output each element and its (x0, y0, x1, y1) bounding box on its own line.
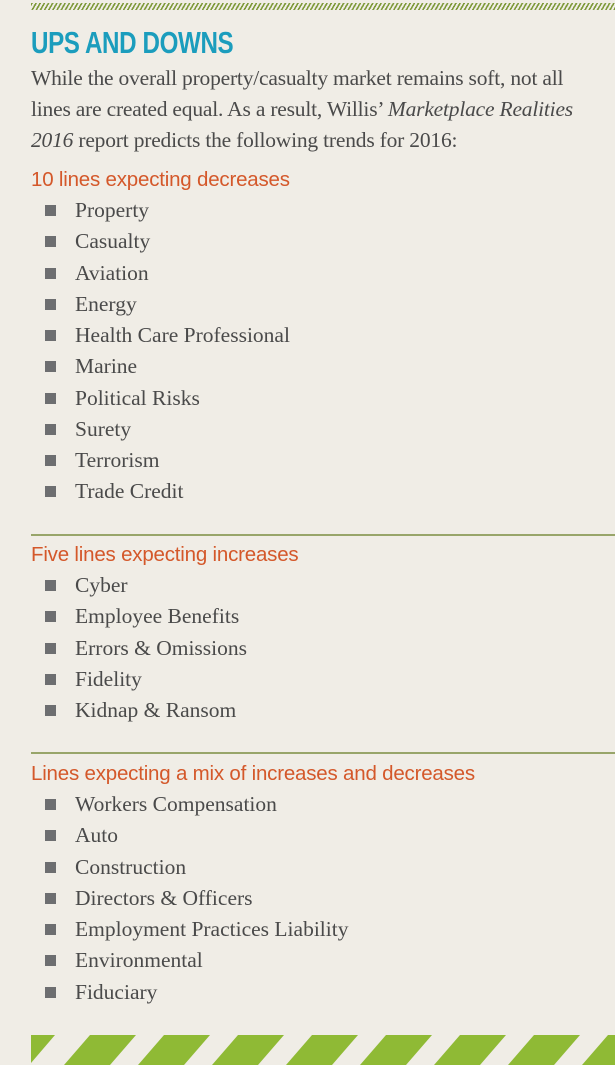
square-bullet-icon (45, 486, 56, 498)
intro-text-after: report predicts the following trends for… (73, 128, 458, 152)
list-item: Employment Practices Liability (31, 914, 615, 945)
item-label: Construction (75, 854, 187, 879)
item-label: Trade Credit (75, 479, 184, 504)
item-label: Directors & Officers (75, 885, 253, 910)
item-label: Fidelity (75, 666, 142, 691)
diagonal-stripes-graphic (31, 1035, 615, 1065)
section-increases: Five lines expecting increases Cyber Emp… (31, 540, 615, 726)
section-heading-increases: Five lines expecting increases (31, 543, 299, 566)
item-label: Aviation (75, 260, 149, 285)
square-bullet-icon (45, 361, 56, 373)
list-item: Health Care Professional (31, 320, 615, 351)
list-item: Auto (31, 820, 615, 851)
square-bullet-icon (45, 330, 56, 341)
square-bullet-icon (45, 892, 56, 904)
square-bullet-icon (45, 298, 56, 310)
list-item: Construction (31, 852, 615, 883)
square-bullet-icon (45, 205, 56, 216)
list-item: Political Risks (31, 383, 615, 414)
item-label: Auto (75, 823, 118, 848)
list-item: Marine (31, 351, 615, 382)
intro-text-before: While the overall property/casualty mark… (31, 66, 564, 121)
list-item: Kidnap & Ransom (31, 695, 615, 726)
item-label: Errors & Omissions (75, 635, 247, 660)
list-item: Trade Credit (31, 476, 615, 507)
square-bullet-icon (45, 423, 56, 435)
item-label: Employee Benefits (75, 604, 240, 629)
decreases-list: Property Casualty Aviation Energy Health… (31, 195, 615, 508)
section-divider (31, 534, 615, 536)
section-mixed: Lines expecting a mix of increases and d… (31, 759, 615, 1008)
page-title: UPS AND DOWNS (31, 25, 234, 60)
list-item: Cyber (31, 570, 615, 601)
list-item: Terrorism (31, 445, 615, 476)
section-decreases: 10 lines expecting decreases Property Ca… (31, 165, 615, 508)
item-label: Fiduciary (75, 979, 158, 1004)
list-item: Fidelity (31, 664, 615, 695)
top-hatched-stripe (31, 3, 615, 10)
item-label: Employment Practices Liability (75, 917, 349, 941)
list-item: Employee Benefits (31, 601, 615, 632)
list-item: Environmental (31, 945, 615, 976)
square-bullet-icon (45, 955, 56, 967)
square-bullet-icon (45, 673, 56, 685)
list-item: Aviation (31, 258, 615, 289)
square-bullet-icon (45, 830, 56, 842)
report-name: Marketplace Realities 2016 (31, 97, 573, 152)
item-label: Energy (75, 291, 137, 316)
item-label: Political Risks (75, 385, 200, 410)
item-label: Casualty (75, 229, 151, 254)
item-label: Environmental (75, 948, 203, 973)
item-label: Cyber (75, 573, 128, 597)
square-bullet-icon (45, 236, 56, 248)
square-bullet-icon (45, 861, 56, 873)
square-bullet-icon (45, 924, 56, 935)
increases-list: Cyber Employee Benefits Errors & Omissio… (31, 570, 615, 726)
list-item: Energy (31, 289, 615, 320)
square-bullet-icon (45, 455, 56, 466)
square-bullet-icon (45, 705, 56, 716)
square-bullet-icon (45, 267, 56, 279)
list-item: Fiduciary (31, 977, 615, 1008)
bottom-diagonal-stripe (31, 1035, 615, 1065)
square-bullet-icon (45, 642, 56, 654)
item-label: Property (75, 198, 150, 222)
square-bullet-icon (45, 392, 56, 404)
intro-paragraph: While the overall property/casualty mark… (31, 63, 601, 156)
item-label: Terrorism (75, 448, 160, 472)
list-item: Property (31, 195, 615, 226)
square-bullet-icon (45, 611, 56, 623)
item-label: Kidnap & Ransom (75, 698, 237, 722)
item-label: Health Care Professional (75, 323, 290, 347)
section-heading-mixed: Lines expecting a mix of increases and d… (31, 762, 475, 785)
list-item: Casualty (31, 226, 615, 257)
item-label: Workers Compensation (75, 792, 277, 816)
list-item: Surety (31, 414, 615, 445)
item-label: Surety (75, 416, 132, 441)
square-bullet-icon (45, 580, 56, 591)
list-item: Errors & Omissions (31, 633, 615, 664)
list-item: Workers Compensation (31, 789, 615, 820)
section-heading-decreases: 10 lines expecting decreases (31, 168, 290, 191)
section-divider (31, 752, 615, 754)
item-label: Marine (75, 354, 138, 379)
list-item: Directors & Officers (31, 883, 615, 914)
mixed-list: Workers Compensation Auto Construction D… (31, 789, 615, 1008)
square-bullet-icon (45, 799, 56, 810)
square-bullet-icon (45, 986, 56, 998)
